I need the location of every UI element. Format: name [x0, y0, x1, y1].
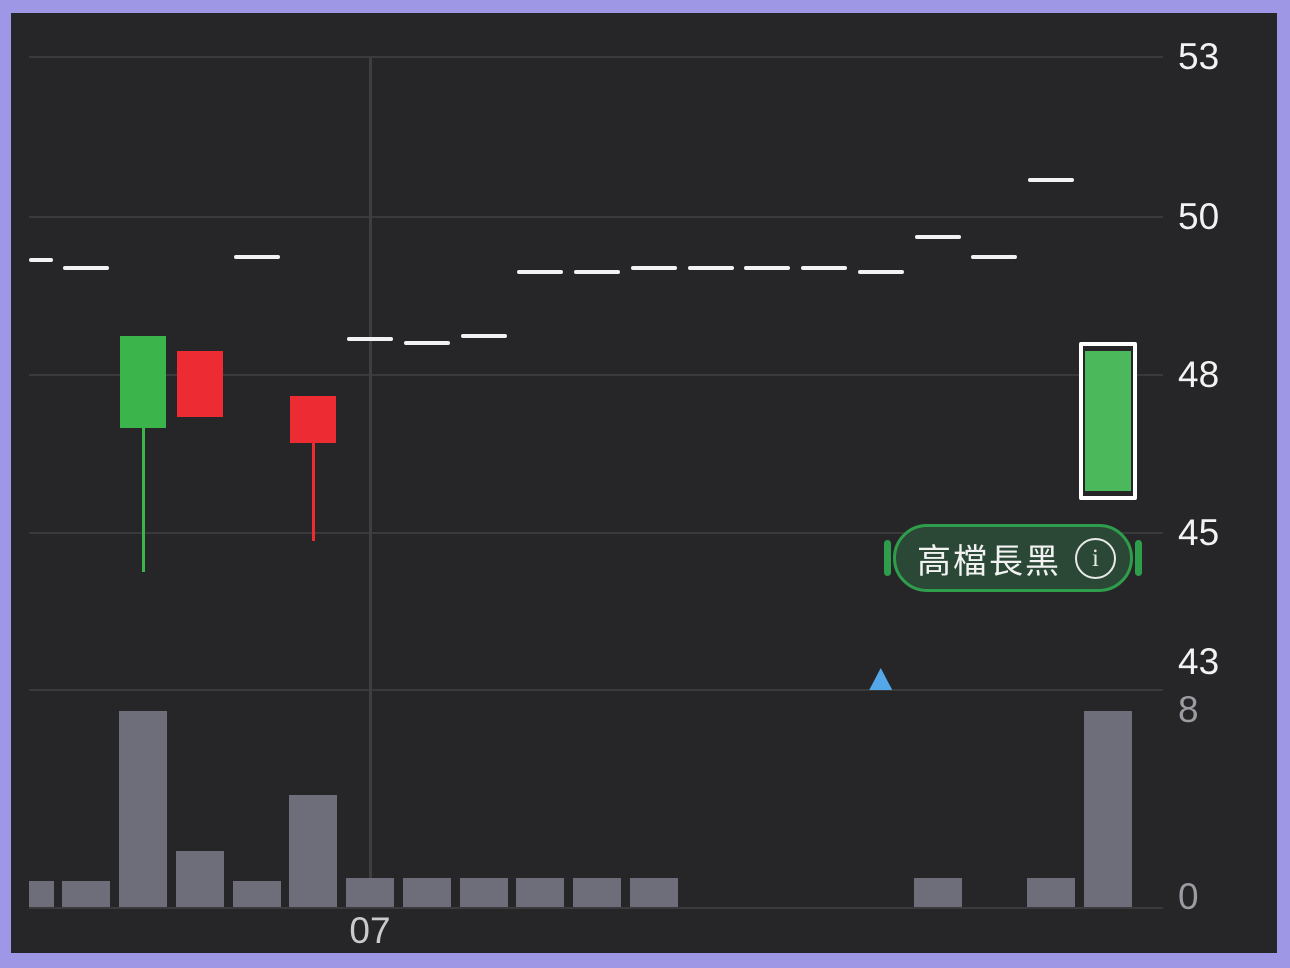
flat-price-dash[interactable] [63, 266, 110, 271]
volume-bar[interactable] [29, 880, 54, 907]
volume-axis-label: 8 [1178, 689, 1199, 730]
x-gridline [368, 57, 372, 908]
price-gridline [29, 689, 1163, 691]
volume-baseline [29, 907, 1163, 909]
volume-bar[interactable] [913, 878, 962, 907]
chart-panel-background [11, 13, 1277, 953]
flat-price-dash[interactable] [857, 270, 904, 275]
volume-bar[interactable] [629, 878, 678, 907]
flat-price-dash[interactable] [744, 266, 791, 271]
flat-price-dash[interactable] [687, 266, 734, 271]
volume-bar[interactable] [516, 878, 565, 907]
price-axis-label: 43 [1178, 641, 1220, 682]
x-axis-label: 07 [349, 910, 391, 951]
price-axis-label: 50 [1178, 196, 1220, 237]
volume-bar[interactable] [62, 880, 111, 907]
flat-price-dash[interactable] [29, 258, 53, 263]
candle-body[interactable] [290, 396, 337, 444]
volume-bar[interactable] [459, 878, 508, 907]
volume-bar[interactable] [119, 711, 167, 907]
candle-wick [141, 335, 145, 573]
flat-price-dash[interactable] [801, 266, 847, 271]
flat-price-dash[interactable] [1028, 177, 1074, 182]
price-axis-label: 48 [1178, 354, 1220, 395]
flat-price-dash[interactable] [630, 266, 677, 271]
pattern-badge[interactable]: 高檔長黑 i [893, 524, 1133, 592]
volume-bar[interactable] [1083, 711, 1132, 907]
price-gridline [29, 216, 1163, 218]
volume-bar[interactable] [573, 878, 621, 907]
signal-triangle-marker[interactable] [869, 668, 893, 690]
volume-bar[interactable] [289, 794, 338, 907]
price-axis-label: 45 [1178, 512, 1220, 553]
candle-body[interactable] [176, 351, 223, 418]
flat-price-dash[interactable] [403, 341, 450, 346]
flat-price-dash[interactable] [971, 254, 1018, 259]
volume-bar[interactable] [1027, 878, 1075, 907]
flat-price-dash[interactable] [517, 270, 564, 275]
badge-left-tick [884, 540, 891, 576]
flat-price-dash[interactable] [574, 270, 620, 275]
flat-price-dash[interactable] [233, 254, 280, 259]
flat-price-dash[interactable] [914, 234, 961, 239]
price-axis-label: 53 [1178, 36, 1220, 77]
flat-price-dash[interactable] [460, 333, 507, 338]
info-icon[interactable]: i [1075, 537, 1116, 579]
volume-bar[interactable] [402, 878, 451, 907]
volume-bar[interactable] [346, 878, 394, 907]
badge-right-tick [1135, 540, 1142, 576]
candle-body[interactable] [120, 335, 166, 428]
candle-wick [311, 396, 315, 541]
volume-bar[interactable] [175, 851, 224, 907]
flat-price-dash[interactable] [347, 337, 393, 342]
candle-body[interactable] [1084, 351, 1131, 491]
price-gridline [29, 532, 1163, 534]
volume-axis-label: 0 [1178, 876, 1199, 917]
pattern-badge-label: 高檔長黑 [917, 542, 1061, 581]
volume-bar[interactable] [232, 880, 281, 907]
price-gridline [29, 56, 1163, 58]
price-gridline [29, 374, 1163, 376]
